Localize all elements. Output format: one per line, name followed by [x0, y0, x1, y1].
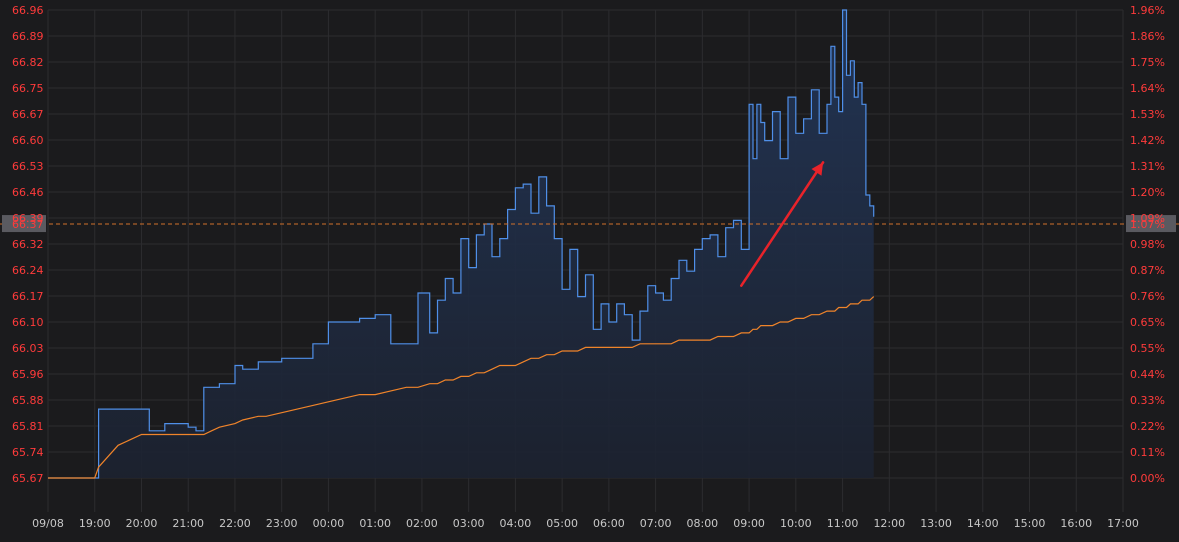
y-tick-label-right: 0.00%	[1130, 472, 1165, 485]
x-tick-label: 07:00	[640, 517, 672, 530]
y-tick-label-right: 0.76%	[1130, 290, 1165, 303]
reference-pct-label: 1.07%	[1130, 218, 1165, 231]
y-tick-label-right: 1.75%	[1130, 56, 1165, 69]
y-tick-label-left: 66.60	[12, 134, 44, 147]
x-tick-label: 13:00	[920, 517, 952, 530]
x-tick-label: 11:00	[827, 517, 859, 530]
y-tick-label-left: 66.82	[12, 56, 44, 69]
y-tick-label-left: 65.67	[12, 472, 44, 485]
x-tick-label: 02:00	[406, 517, 438, 530]
y-tick-label-left: 66.67	[12, 108, 44, 121]
y-tick-label-right: 1.96%	[1130, 4, 1165, 17]
x-tick-label: 15:00	[1014, 517, 1046, 530]
x-tick-label: 05:00	[546, 517, 578, 530]
y-tick-label-left: 66.03	[12, 342, 44, 355]
y-tick-label-left: 66.39	[12, 212, 44, 225]
x-tick-label: 09:00	[733, 517, 765, 530]
y-tick-label-left: 66.32	[12, 238, 44, 251]
x-tick-label: 16:00	[1060, 517, 1092, 530]
x-tick-label: 12:00	[873, 517, 905, 530]
y-tick-label-right: 1.20%	[1130, 186, 1165, 199]
price-line	[48, 9, 875, 479]
x-tick-label: 19:00	[79, 517, 111, 530]
y-tick-label-right: 1.31%	[1130, 160, 1165, 173]
x-tick-label: 21:00	[172, 517, 204, 530]
y-tick-label-right: 1.86%	[1130, 30, 1165, 43]
x-tick-label: 17:00	[1107, 517, 1139, 530]
x-tick-label: 03:00	[453, 517, 485, 530]
y-tick-label-right: 0.33%	[1130, 394, 1165, 407]
y-tick-label-left: 65.88	[12, 394, 44, 407]
y-tick-label-left: 66.10	[12, 316, 44, 329]
reference-price-box	[2, 215, 46, 233]
y-tick-label-right: 1.64%	[1130, 82, 1165, 95]
y-axis-left: 66.96 66.89 66.82 66.75 66.67 66.60 66.53 66.46…	[12, 4, 44, 485]
x-tick-label: 10:00	[780, 517, 812, 530]
x-tick-label: 04:00	[500, 517, 532, 530]
x-axis: 09/08 19:00 20:00 21:00 22:00 23:00 00:00 01:00…	[32, 517, 1139, 530]
y-tick-label-left: 66.46	[12, 186, 44, 199]
y-tick-label-right: 0.44%	[1130, 368, 1165, 381]
y-tick-label-left: 65.81	[12, 420, 44, 433]
y-tick-label-left: 66.17	[12, 290, 44, 303]
y-tick-label-right: 0.87%	[1130, 264, 1165, 277]
y-tick-label-left: 65.96	[12, 368, 44, 381]
x-tick-label: 08:00	[686, 517, 718, 530]
y-tick-label-right: 0.55%	[1130, 342, 1165, 355]
price-area	[48, 10, 874, 478]
y-tick-label-right: 0.98%	[1130, 238, 1165, 251]
y-tick-label-right: 0.11%	[1130, 446, 1165, 459]
x-tick-label: 22:00	[219, 517, 251, 530]
x-tick-label: 23:00	[266, 517, 298, 530]
y-tick-label-right: 1.42%	[1130, 134, 1165, 147]
y-tick-label-right: 0.65%	[1130, 316, 1165, 329]
arrow-head	[811, 162, 824, 176]
y-tick-label-right: 1.09%	[1130, 212, 1165, 225]
y-tick-label-left: 66.96	[12, 4, 44, 17]
reference-line-group: 66.37 1.07%	[0, 215, 1179, 233]
x-tick-label: 14:00	[967, 517, 999, 530]
average-line	[48, 296, 875, 479]
y-tick-label-left: 66.53	[12, 160, 44, 173]
arrow-shaft	[740, 161, 825, 287]
y-axis-right: 1.96% 1.86% 1.75% 1.64% 1.53% 1.42% 1.31% 1.20%…	[1130, 4, 1165, 485]
y-tick-label-right: 1.53%	[1130, 108, 1165, 121]
x-tick-label: 09/08	[32, 517, 64, 530]
reference-pct-box	[1126, 215, 1176, 233]
x-tick-label: 00:00	[313, 517, 345, 530]
y-tick-label-left: 66.75	[12, 82, 44, 95]
series-lines	[48, 9, 875, 479]
x-tick-label: 01:00	[359, 517, 391, 530]
y-tick-label-left: 66.89	[12, 30, 44, 43]
reference-price-label: 66.37	[12, 218, 44, 231]
y-tick-label-right: 0.22%	[1130, 420, 1165, 433]
y-tick-label-left: 65.74	[12, 446, 44, 459]
y-tick-label-left: 66.24	[12, 264, 44, 277]
x-tick-label: 20:00	[126, 517, 158, 530]
price-area-fill	[48, 10, 874, 478]
arrow-annotation	[740, 161, 825, 287]
x-tick-label: 06:00	[593, 517, 625, 530]
